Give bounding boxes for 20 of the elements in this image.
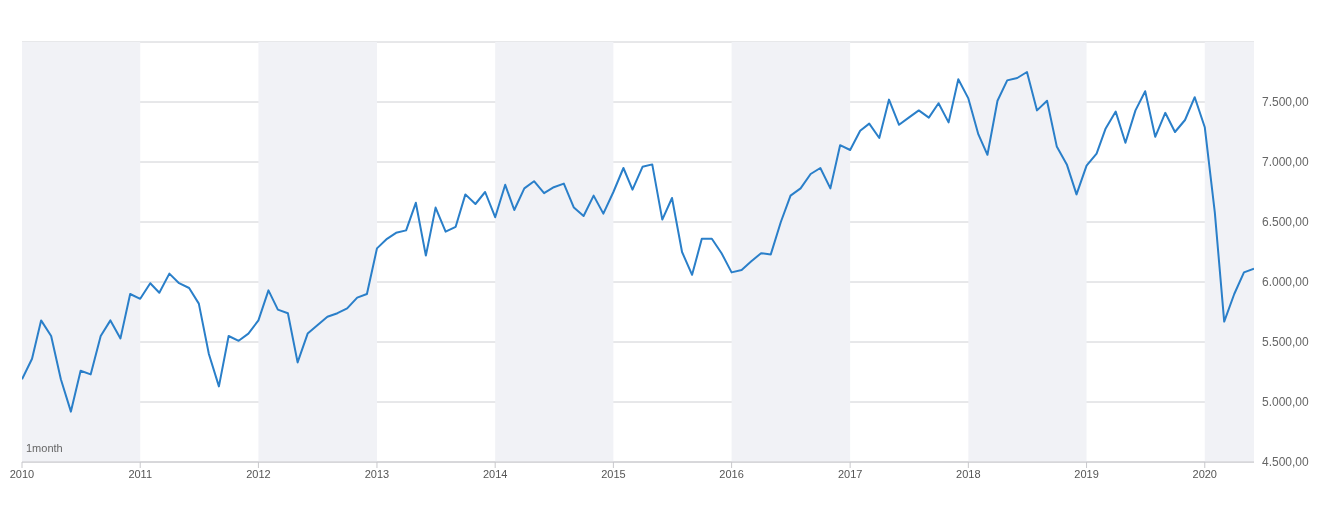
- y-tick-label: 5.000,00: [1262, 395, 1310, 410]
- x-tick-label: 2019: [1074, 467, 1099, 480]
- line-series: [22, 71, 1254, 413]
- x-tick-label: 2011: [128, 467, 153, 480]
- y-tick-label: 7.000,00: [1262, 155, 1310, 170]
- annotation: 1month: [26, 442, 63, 454]
- x-tick-label: 2014: [482, 467, 508, 480]
- y-tick-label: 4.500,00: [1262, 455, 1310, 470]
- x-tick-label: 2015: [601, 467, 626, 480]
- x-tick-label: 2013: [364, 467, 390, 480]
- x-tick-label: 2020: [1192, 467, 1218, 480]
- x-tick-label: 2012: [246, 467, 271, 480]
- x-tick-label: 2010: [9, 467, 35, 480]
- x-tick-label: 2017: [837, 467, 863, 480]
- y-tick-label: 5.500,00: [1262, 335, 1310, 350]
- x-tick-label: 2016: [719, 467, 744, 480]
- y-tick-label: 7.500,00: [1262, 95, 1310, 110]
- y-tick-label: 6.500,00: [1262, 215, 1310, 230]
- y-tick-label: 6.000,00: [1262, 275, 1310, 290]
- x-tick-label: 2018: [956, 467, 981, 480]
